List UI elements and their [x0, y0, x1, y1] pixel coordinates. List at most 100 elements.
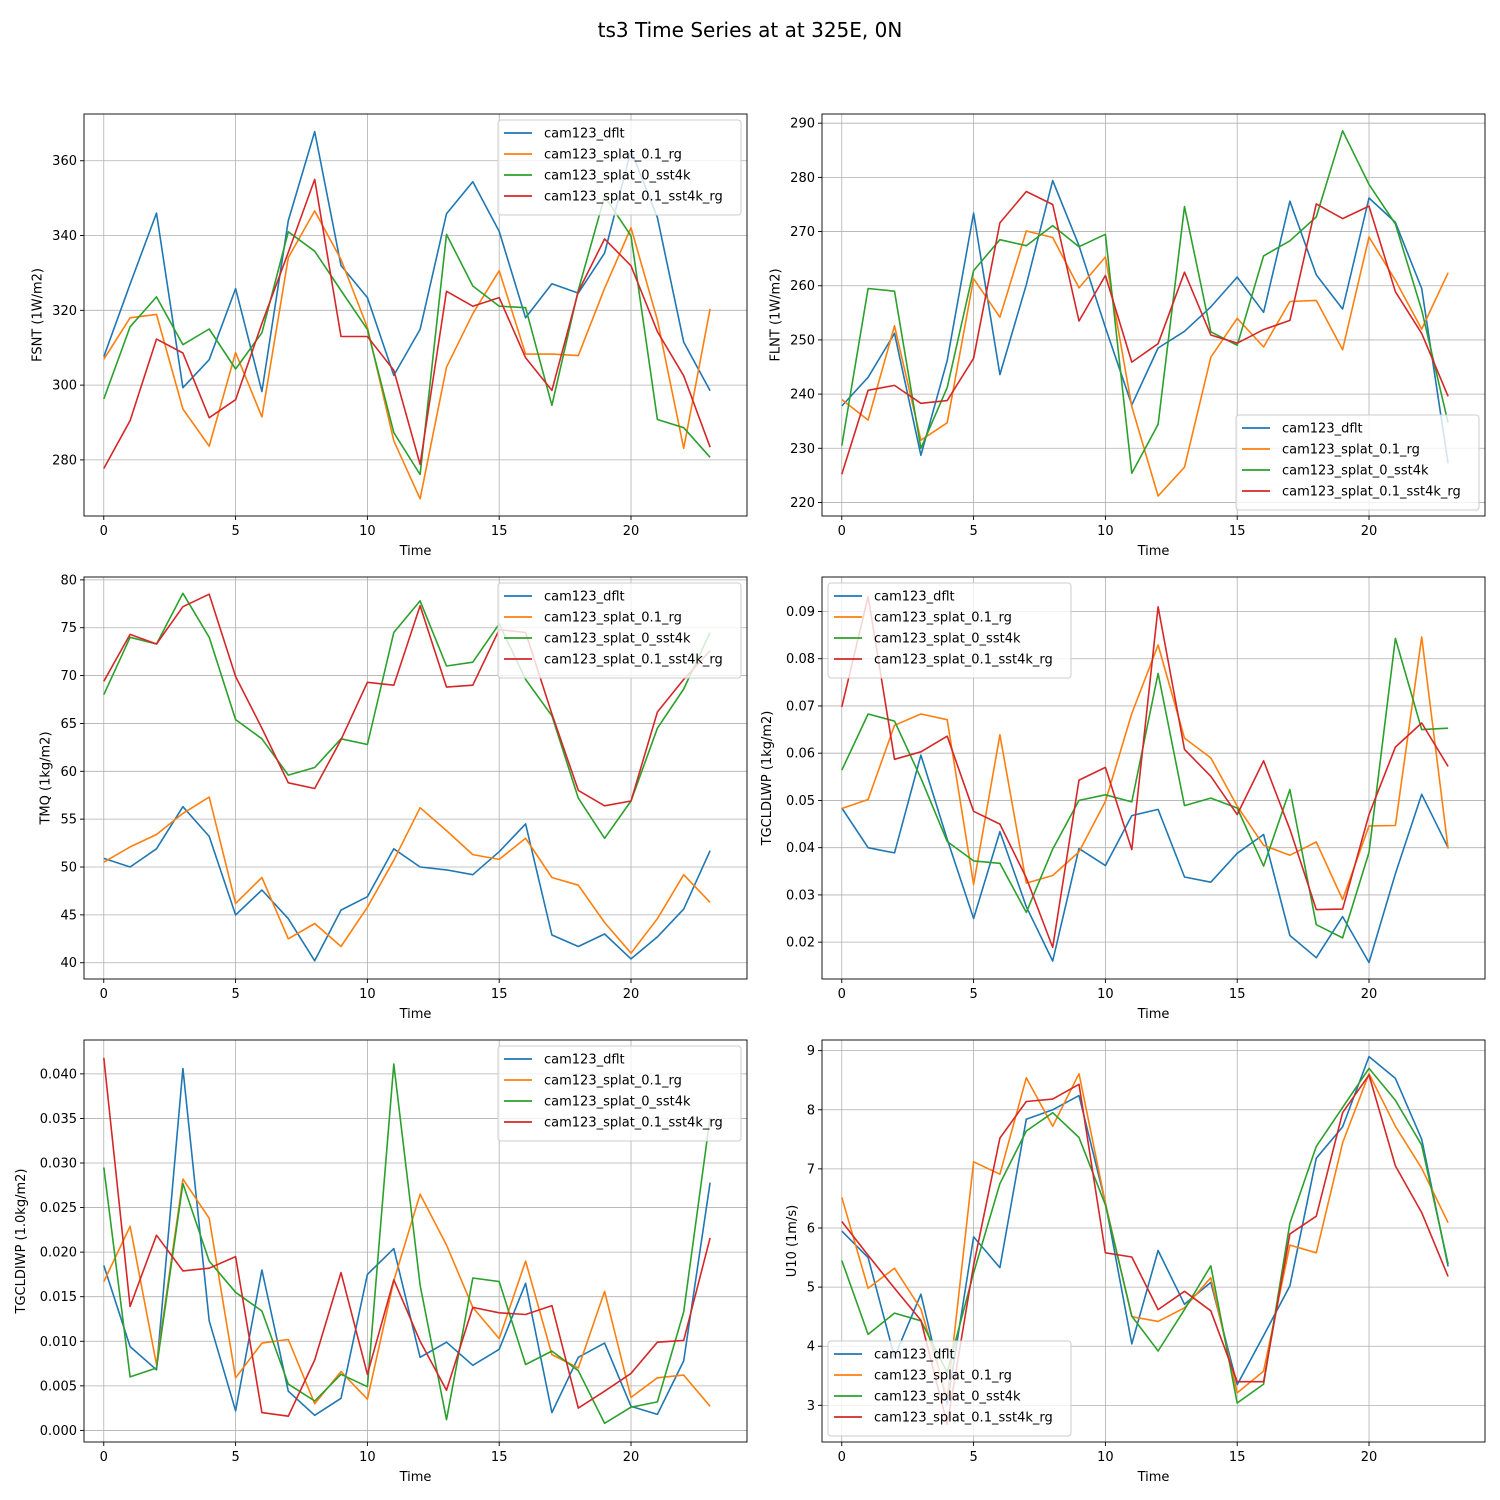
y-tick-label: 320	[52, 304, 77, 319]
series-line-cam123_splat_0.1_sst4k_rg	[841, 595, 1449, 949]
legend-label: cam123_splat_0.1_sst4k_rg	[544, 1116, 723, 1131]
axes-frame	[821, 1039, 1486, 1443]
x-tick-label: 10	[1097, 987, 1114, 1002]
x-axis-label: Time	[399, 1470, 432, 1485]
y-tick-label: 0.09	[786, 605, 815, 620]
legend-label: cam123_dflt	[1282, 422, 1363, 437]
y-tick-label: 0.020	[40, 1246, 77, 1261]
legend-label: cam123_splat_0_sst4k	[874, 632, 1021, 647]
y-tick-label: 7	[807, 1162, 815, 1177]
y-tick-label: 340	[52, 229, 77, 244]
x-tick-label: 5	[969, 524, 977, 539]
y-tick-label: 4	[807, 1340, 815, 1355]
y-tick-label: 360	[52, 154, 77, 169]
legend-label: cam123_splat_0_sst4k	[874, 1390, 1021, 1405]
y-tick-label: 0.015	[40, 1290, 77, 1305]
series-line-cam123_dflt	[103, 805, 711, 962]
legend-label: cam123_dflt	[544, 1053, 625, 1068]
axes-frame	[821, 113, 1486, 517]
legend-box	[497, 119, 742, 216]
series-line-cam123_dflt	[103, 1067, 711, 1417]
legend-label: cam123_dflt	[874, 590, 955, 605]
legend-box	[827, 582, 1072, 679]
y-tick-label: 45	[60, 908, 77, 923]
legend-label: cam123_dflt	[544, 590, 625, 605]
x-tick-label: 5	[231, 524, 239, 539]
y-tick-label: 260	[790, 279, 815, 294]
x-tick-label: 10	[359, 524, 376, 539]
series-line-cam123_splat_0.1_rg	[841, 636, 1449, 901]
legend-label: cam123_splat_0_sst4k	[544, 632, 691, 647]
x-tick-label: 10	[1097, 524, 1114, 539]
y-tick-label: 0.000	[40, 1424, 77, 1439]
y-tick-label: 55	[60, 813, 77, 828]
subplot-5: 0 5 10 15 20 0.000 0.005 0.010 0.015 0.020 0.025 0.…	[14, 1039, 748, 1485]
x-tick-label: 15	[1229, 1450, 1246, 1465]
legend-label: cam123_splat_0.1_sst4k_rg	[1282, 485, 1461, 500]
legend-label: cam123_splat_0_sst4k	[1282, 464, 1429, 479]
y-tick-label: 0.005	[40, 1379, 77, 1394]
legend: cam123_dflt cam123_splat_0.1_rg cam123_spl…	[497, 1045, 742, 1142]
y-tick-label: 250	[790, 333, 815, 348]
series-line-cam123_splat_0_sst4k	[103, 592, 711, 840]
x-tick-label: 20	[623, 1450, 640, 1465]
y-axis-label: FSNT (1W/m2)	[30, 268, 45, 362]
y-tick-label: 8	[807, 1103, 815, 1118]
y-tick-label: 0.04	[786, 841, 815, 856]
y-axis-label: TGCLDLWP (1kg/m2)	[760, 711, 775, 847]
legend-label: cam123_splat_0.1_sst4k_rg	[874, 1411, 1053, 1426]
y-tick-label: 65	[60, 717, 77, 732]
legend-label: cam123_splat_0.1_rg	[544, 611, 682, 626]
y-tick-label: 75	[60, 621, 77, 636]
series-line-cam123_splat_0_sst4k	[841, 130, 1449, 475]
legend: cam123_dflt cam123_splat_0.1_rg cam123_spl…	[827, 1340, 1072, 1437]
y-tick-label: 0.030	[40, 1157, 77, 1172]
y-tick-label: 0.06	[786, 747, 815, 762]
y-tick-label: 80	[60, 573, 77, 588]
legend: cam123_dflt cam123_splat_0.1_rg cam123_spl…	[497, 582, 742, 679]
subplot-1: 0 5 10 15 20 280 300 320 340 360 Time FSNT (1W/m2) c…	[30, 113, 748, 559]
y-tick-label: 50	[60, 861, 77, 876]
subplot-6: 0 5 10 15 20 3 4 5 6 7 8 9 Time U10 (1m/s) cam123_dflt…	[785, 1039, 1486, 1485]
y-tick-label: 0.025	[40, 1201, 77, 1216]
legend-box	[1235, 414, 1480, 511]
subplot-4: 0 5 10 15 20 0.02 0.03 0.04 0.05 0.06 0.07 0.08 0.09…	[760, 576, 1486, 1022]
legend-label: cam123_splat_0.1_sst4k_rg	[544, 190, 723, 205]
x-tick-label: 0	[838, 987, 846, 1002]
series-line-cam123_dflt	[103, 130, 711, 393]
y-tick-label: 0.03	[786, 888, 815, 903]
y-tick-label: 220	[790, 496, 815, 511]
y-tick-label: 0.07	[786, 699, 815, 714]
y-tick-label: 280	[790, 171, 815, 186]
x-axis-label: Time	[1137, 1007, 1170, 1022]
legend-box	[497, 1045, 742, 1142]
legend-box	[827, 1340, 1072, 1437]
y-tick-label: 0.010	[40, 1335, 77, 1350]
y-tick-label: 60	[60, 765, 77, 780]
legend-label: cam123_dflt	[874, 1348, 955, 1363]
x-tick-label: 5	[969, 1450, 977, 1465]
legend-label: cam123_splat_0.1_sst4k_rg	[874, 653, 1053, 668]
x-tick-label: 10	[359, 987, 376, 1002]
series-line-cam123_splat_0.1_rg	[103, 210, 711, 500]
legend-label: cam123_dflt	[544, 127, 625, 142]
x-tick-label: 0	[838, 1450, 846, 1465]
series-line-cam123_splat_0.1_sst4k_rg	[841, 190, 1449, 475]
x-tick-label: 15	[491, 1450, 508, 1465]
axes-frame	[821, 576, 1486, 980]
x-axis-label: Time	[1137, 544, 1170, 559]
legend: cam123_dflt cam123_splat_0.1_rg cam123_spl…	[497, 119, 742, 216]
y-tick-label: 0.05	[786, 794, 815, 809]
legend-label: cam123_splat_0.1_rg	[874, 1369, 1012, 1384]
x-tick-label: 5	[969, 987, 977, 1002]
series-line-cam123_splat_0.1_rg	[103, 796, 711, 955]
x-tick-label: 5	[231, 1450, 239, 1465]
x-axis-label: Time	[399, 1007, 432, 1022]
series-line-cam123_splat_0_sst4k	[841, 637, 1449, 939]
series-line-cam123_dflt	[841, 179, 1449, 464]
x-tick-label: 20	[1361, 524, 1378, 539]
legend: cam123_dflt cam123_splat_0.1_rg cam123_spl…	[1235, 414, 1480, 511]
series-line-cam123_splat_0.1_sst4k_rg	[103, 593, 711, 807]
